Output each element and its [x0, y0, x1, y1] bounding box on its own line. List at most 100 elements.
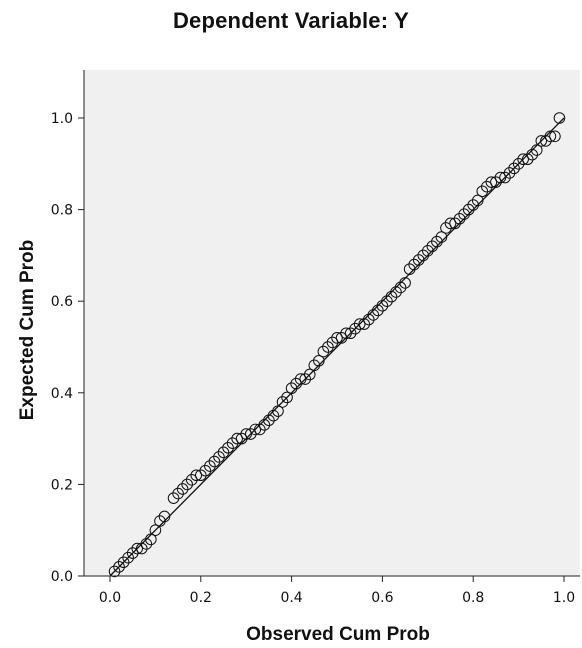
data-point [290, 377, 302, 390]
y-tick-label: 0.2 [51, 477, 73, 493]
reference-line [109, 117, 565, 577]
data-point [403, 263, 416, 275]
data-point [122, 551, 134, 564]
data-point [244, 428, 257, 440]
data-point [299, 373, 312, 385]
reference-line-layer [109, 117, 565, 577]
data-point [108, 565, 121, 578]
data-point [263, 414, 275, 427]
plot-area [84, 70, 580, 576]
data-point [412, 254, 425, 266]
data-point [372, 304, 384, 317]
data-point [530, 144, 543, 156]
data-point [258, 419, 271, 431]
data-point [235, 432, 248, 445]
data-point [399, 277, 411, 289]
data-point [521, 153, 534, 166]
data-point [272, 405, 284, 417]
data-point [453, 212, 466, 225]
data-point [208, 455, 221, 468]
data-point [113, 561, 125, 573]
data-point [549, 130, 561, 143]
data-point [458, 208, 470, 220]
data-point [331, 332, 343, 344]
data-point [240, 428, 252, 440]
data-point [381, 295, 393, 308]
data-point [281, 391, 293, 404]
data-point [362, 313, 375, 326]
data-point [544, 130, 557, 143]
data-point [140, 538, 153, 550]
data-point [344, 327, 357, 340]
data-point [540, 135, 552, 147]
data-point [467, 199, 480, 211]
data-point [526, 148, 539, 161]
data-point [135, 542, 148, 555]
data-point [308, 359, 321, 372]
chart-title: Dependent Variable: Y [172, 8, 410, 33]
data-point [394, 281, 407, 294]
data-point [422, 245, 434, 257]
data-point [154, 515, 166, 527]
y-tick-label: 1.0 [51, 111, 73, 127]
x-tick-label: 0.6 [371, 590, 393, 606]
x-tick-label: 0.8 [462, 590, 484, 606]
data-point [535, 135, 548, 147]
data-point [317, 345, 330, 358]
data-point [276, 396, 289, 408]
data-point [471, 194, 484, 207]
data-point [204, 460, 216, 472]
data-point [285, 382, 298, 395]
data-point [435, 231, 448, 243]
data-point [213, 451, 225, 463]
data-point [231, 432, 243, 445]
data-point [390, 286, 402, 298]
data-point [294, 373, 307, 385]
data-point [349, 322, 361, 335]
data-point [462, 203, 475, 216]
x-tick-label: 0.4 [280, 590, 302, 606]
data-point [322, 341, 334, 353]
data-point [217, 446, 230, 459]
data-point [440, 222, 452, 234]
data-point [385, 290, 398, 303]
points-layer [108, 112, 566, 578]
axis-ticks: 0.0 0.2 0.4 0.6 0.8 1.0 0.0 0.2 0.4 0.6 0.8 1.0 [51, 111, 575, 606]
data-point [185, 474, 198, 486]
data-point [476, 185, 489, 198]
data-point [176, 483, 189, 495]
data-point [145, 533, 157, 546]
data-point [222, 441, 234, 454]
data-point [358, 318, 371, 330]
data-point [517, 153, 529, 166]
data-point [126, 547, 139, 559]
data-point [353, 318, 366, 330]
data-point [408, 258, 420, 271]
data-point [340, 327, 352, 340]
data-point [494, 171, 507, 184]
x-axis-title: Observed Cum Prob [246, 624, 430, 645]
data-point [195, 469, 207, 482]
data-point [303, 368, 316, 381]
data-point [226, 437, 239, 449]
y-tick-label: 0.0 [51, 569, 73, 585]
y-tick-label: 0.8 [51, 203, 73, 219]
y-tick-label: 0.6 [51, 294, 73, 310]
x-tick-label: 1.0 [553, 590, 575, 606]
data-point [499, 171, 511, 184]
data-point [313, 354, 325, 367]
y-tick-label: 0.4 [51, 386, 73, 402]
data-point [485, 176, 498, 188]
data-point [190, 469, 203, 482]
y-axis-title: Expected Cum Prob [17, 240, 38, 421]
x-tick-label: 0.2 [190, 590, 212, 606]
data-point [376, 299, 389, 312]
x-tick-label: 0.0 [99, 590, 121, 606]
data-point [326, 336, 339, 349]
data-point [249, 423, 262, 436]
data-point [254, 423, 266, 436]
data-point [444, 217, 457, 230]
data-point [449, 217, 461, 230]
